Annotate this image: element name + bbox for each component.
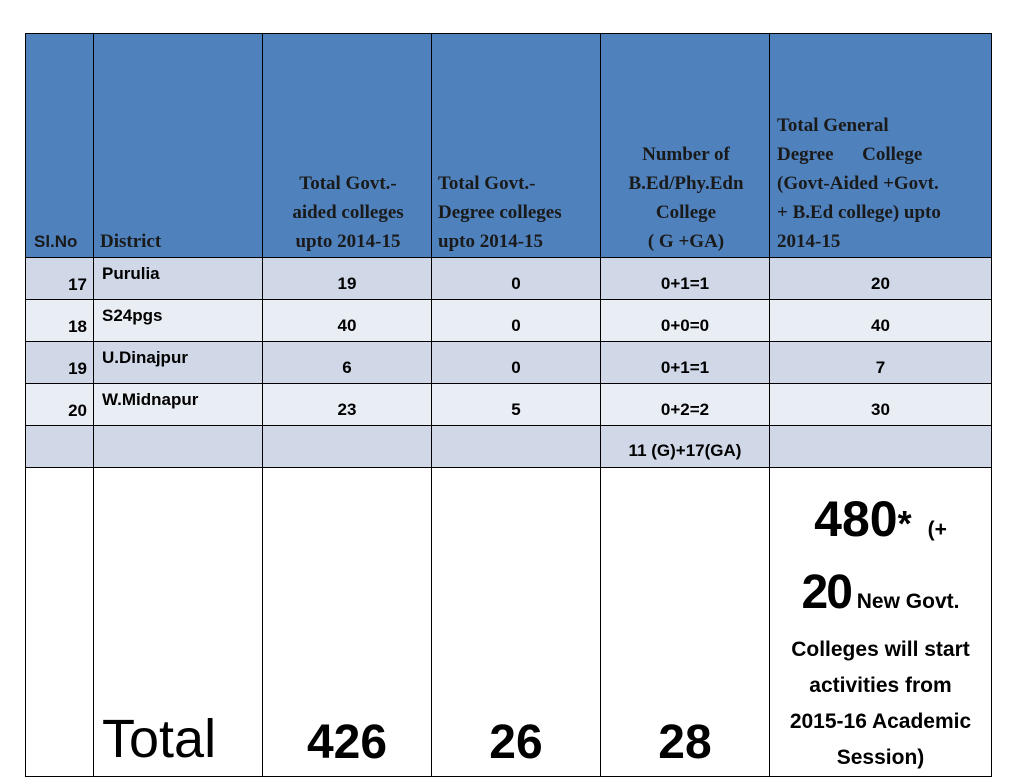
bed-cell: 0+1=1 [600, 341, 770, 384]
general-cell: 40 [769, 299, 992, 342]
empty-cell [769, 425, 992, 468]
table-row: 19 U.Dinajpur 6 0 0+1=1 7 [25, 341, 992, 384]
header-degree-colleges: Total Govt.- Degree colleges upto 2014-1… [431, 33, 601, 258]
header-general-degree: Total General Degree College (Govt-Aided… [769, 33, 992, 258]
aided-cell: 6 [262, 341, 432, 384]
note-line: Session) [836, 746, 925, 769]
degree-cell: 0 [431, 299, 601, 342]
degree-cell: 0 [431, 257, 601, 300]
colleges-table: Sl.No District Total Govt.- aided colleg… [25, 33, 992, 777]
district-cell: S24pgs [93, 299, 263, 342]
header-sl-no: Sl.No [25, 33, 94, 258]
empty-cell [25, 467, 94, 777]
total-label: Total [93, 467, 263, 777]
total-general-note: 480* (+ 20 New Govt. Colleges will start … [769, 467, 992, 777]
bed-cell: 0+2=2 [600, 383, 770, 426]
bed-cell: 0+0=0 [600, 299, 770, 342]
sl-cell: 19 [25, 341, 94, 384]
total-aided: 426 [262, 467, 432, 777]
empty-cell [262, 425, 432, 468]
total-general-value: 480 [814, 491, 898, 547]
sl-cell: 18 [25, 299, 94, 342]
sl-cell: 20 [25, 383, 94, 426]
district-cell: Purulia [93, 257, 263, 300]
aided-cell: 40 [262, 299, 432, 342]
general-cell: 20 [769, 257, 992, 300]
degree-cell: 5 [431, 383, 601, 426]
table-row: 18 S24pgs 40 0 0+0=0 40 [25, 299, 992, 342]
new-colleges-count: 20 [801, 566, 853, 619]
header-aided-colleges: Total Govt.- aided colleges upto 2014-15 [262, 33, 432, 258]
total-row: Total 426 26 28 480* (+ 20 New Govt. Coll… [25, 467, 992, 777]
note-line: activities from [809, 674, 952, 697]
aided-cell: 19 [262, 257, 432, 300]
general-cell: 30 [769, 383, 992, 426]
total-bed: 28 [600, 467, 770, 777]
note-line: Colleges will start [791, 638, 970, 661]
table-row: 17 Purulia 19 0 0+1=1 20 [25, 257, 992, 300]
aided-cell: 23 [262, 383, 432, 426]
subtotal-row: 11 (G)+17(GA) [25, 425, 992, 468]
note-line: 2015-16 Academic [789, 710, 972, 733]
degree-cell: 0 [431, 341, 601, 384]
empty-cell [25, 425, 94, 468]
empty-cell [93, 425, 263, 468]
asterisk: * [897, 503, 912, 544]
table-row: 20 W.Midnapur 23 5 0+2=2 30 [25, 383, 992, 426]
district-cell: W.Midnapur [93, 383, 263, 426]
total-degree: 26 [431, 467, 601, 777]
bed-cell: 0+1=1 [600, 257, 770, 300]
general-cell: 7 [769, 341, 992, 384]
note-open: (+ [927, 518, 947, 541]
new-govt-text: New Govt. [856, 590, 960, 613]
header-row: Sl.No District Total Govt.- aided colleg… [25, 33, 992, 258]
empty-cell [431, 425, 601, 468]
district-cell: U.Dinajpur [93, 341, 263, 384]
header-bed-colleges: Number of B.Ed/Phy.Edn College ( G +GA) [600, 33, 770, 258]
header-district: District [93, 33, 263, 258]
sl-cell: 17 [25, 257, 94, 300]
bed-subtotal-cell: 11 (G)+17(GA) [600, 425, 770, 468]
